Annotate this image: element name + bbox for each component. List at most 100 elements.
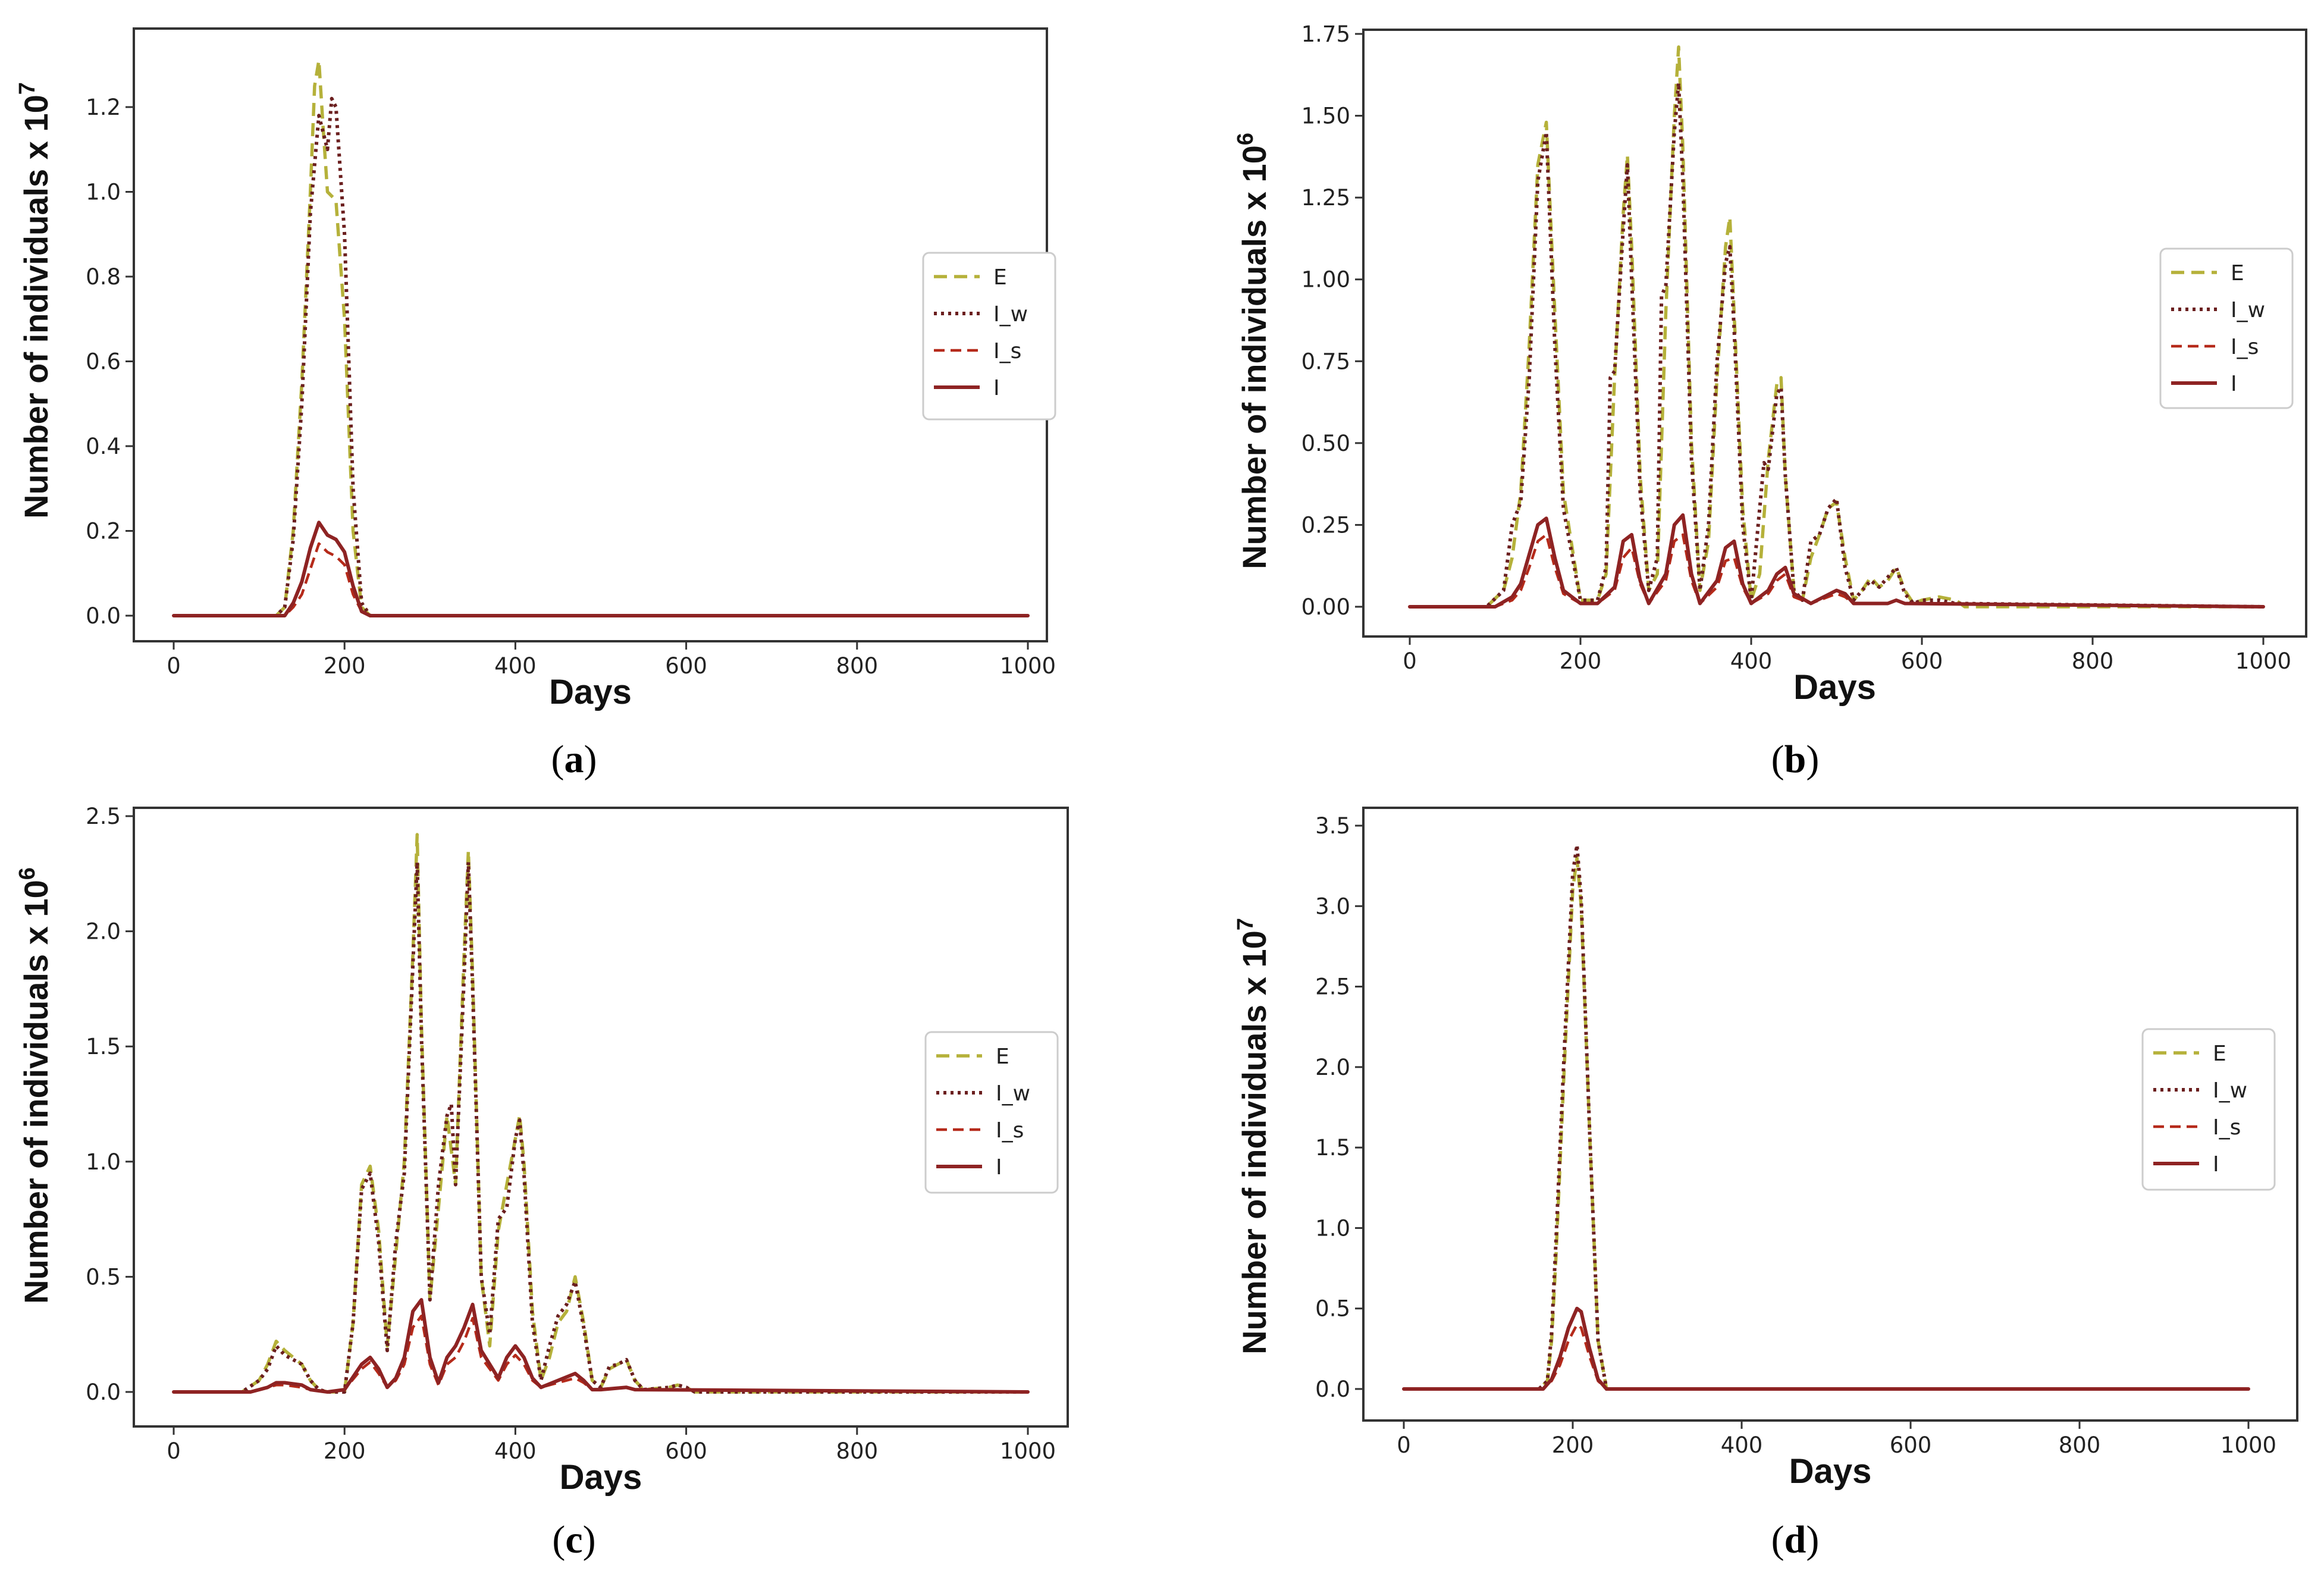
y-tick-label: 1.75 (1301, 21, 1350, 47)
panel-caption: (c) (552, 1518, 595, 1561)
legend-box (922, 252, 1056, 421)
legend-label: I (2231, 372, 2237, 396)
y-tick-label: 0.5 (86, 1264, 121, 1290)
y-tick-label: 0.0 (86, 1379, 121, 1405)
y-tick-label: 0.25 (1301, 512, 1350, 538)
legend-label: I_w (993, 302, 1028, 327)
y-tick-label: 0.8 (86, 264, 121, 290)
y-axis-label: Number of individuals x 107 (1233, 918, 1273, 1354)
y-tick-label: 0.75 (1301, 349, 1350, 374)
y-axis-scale-exponent: 7 (15, 82, 40, 95)
series-group (172, 58, 1030, 617)
y-axis-label-text: Number of individuals (17, 159, 55, 519)
series-line-i (172, 1298, 1030, 1394)
y-tick-label: 1.5 (86, 1034, 121, 1059)
chart-panel-c: 0 200 400 600 800 1000 0.0 0.5 1.0 1.5 2.0 2.5 Days N… (15, 804, 1069, 1561)
x-tick-label: 400 (1730, 648, 1773, 674)
legend: E I_w I_s I (924, 1031, 1059, 1194)
series-line-i-w (1404, 843, 2248, 1391)
x-tick-label: 600 (665, 1438, 707, 1464)
legend-label: I_s (2231, 335, 2259, 359)
x-tick-label: 0 (167, 1438, 181, 1464)
legend: E I_w I_s I (922, 252, 1056, 421)
x-axis-label: Days (560, 1458, 642, 1497)
plot-frame (133, 807, 1069, 1428)
legend-label: I (2213, 1152, 2219, 1177)
legend-box (924, 1031, 1059, 1194)
y-axis-label: Number of individuals x 106 (15, 867, 55, 1304)
legend-label: I_w (2213, 1078, 2247, 1103)
y-tick-label: 1.50 (1301, 104, 1350, 129)
x-tick-label: 1000 (1000, 1438, 1056, 1464)
x-tick-label: 1000 (2220, 1432, 2276, 1458)
chart-panel-a: 0 200 400 600 800 1000 0.0 0.2 0.4 0.6 0.8 1.0 1.2 Da… (15, 27, 1056, 781)
y-tick-label: 0.4 (86, 434, 121, 459)
x-tick-label: 800 (836, 653, 878, 679)
y-axis-label: Number of individuals x 106 (1233, 133, 1273, 569)
legend-label: E (2213, 1042, 2226, 1066)
panel-caption: (d) (1771, 1518, 1820, 1561)
legend-label: I_w (2231, 298, 2265, 322)
y-tick-label: 2.5 (1315, 974, 1350, 1000)
y-tick-label: 1.0 (86, 180, 121, 205)
y-tick-label: 1.0 (86, 1149, 121, 1175)
legend: E I_w I_s I (2141, 1028, 2276, 1191)
y-tick-label: 2.0 (86, 919, 121, 945)
y-axis-scale-exponent: 6 (1233, 133, 1258, 145)
chart-panel-b: 0 200 400 600 800 1000 0.00 0.25 0.50 0.75 1.00 1.2… (1233, 21, 2307, 781)
legend-box (2159, 247, 2294, 409)
panel-caption: (a) (551, 738, 597, 781)
legend-label: I_s (993, 339, 1021, 363)
x-tick-label: 1000 (2235, 648, 2291, 674)
panel-caption: (b) (1771, 738, 1820, 781)
legend-label: I (996, 1155, 1002, 1180)
legend-label: I (993, 376, 1000, 400)
series-group (1408, 45, 2265, 609)
x-tick-label: 200 (1560, 648, 1602, 674)
x-tick-label: 1000 (1000, 653, 1056, 679)
x-axis-label: Days (1793, 668, 1876, 707)
x-tick-label: 200 (1552, 1432, 1594, 1458)
series-line-i-w (174, 96, 1028, 617)
y-tick-label: 0.5 (1315, 1296, 1350, 1322)
series-line-i (1402, 1306, 2250, 1391)
y-tick-label: 0.0 (1315, 1376, 1350, 1402)
chart-panel-d: 0 200 400 600 800 1000 0.0 0.5 1.0 1.5 2.0 2.5 3.0 3.… (1233, 807, 2298, 1561)
y-tick-label: 1.00 (1301, 267, 1350, 293)
series-line-i (1408, 513, 2265, 609)
y-axis-label-text: Number of individuals (17, 945, 55, 1304)
y-tick-label: 1.25 (1301, 185, 1350, 211)
legend-label: E (993, 265, 1007, 290)
x-axis-label: Days (549, 673, 632, 711)
x-tick-label: 400 (494, 653, 537, 679)
plot-frame (133, 27, 1048, 642)
y-axis-scale-exponent: 7 (1233, 918, 1258, 930)
y-tick-label: 3.5 (1315, 813, 1350, 839)
y-tick-label: 0.0 (86, 603, 121, 629)
x-tick-label: 600 (1890, 1432, 1932, 1458)
legend-label: E (2231, 261, 2244, 286)
y-tick-label: 1.2 (86, 95, 121, 120)
y-axis-label-text: Number of individuals (1235, 210, 1273, 569)
x-tick-label: 0 (1403, 648, 1417, 674)
y-axis-label: Number of individuals x 107 (15, 82, 55, 519)
y-tick-label: 0.50 (1301, 431, 1350, 456)
y-tick-label: 3.0 (1315, 893, 1350, 919)
plot-frame (1362, 29, 2307, 638)
y-axis-label-text: Number of individuals (1235, 995, 1273, 1354)
x-tick-label: 200 (324, 653, 366, 679)
y-tick-label: 2.0 (1315, 1055, 1350, 1080)
y-tick-label: 0.6 (86, 349, 121, 375)
x-tick-label: 400 (494, 1438, 537, 1464)
series-line-i-w (1410, 81, 2264, 609)
x-tick-label: 0 (1397, 1432, 1411, 1458)
x-tick-label: 200 (324, 1438, 366, 1464)
plot-frame (1362, 807, 2298, 1422)
series-line-i (172, 520, 1030, 617)
y-tick-label: 2.5 (86, 804, 121, 829)
legend-box (2141, 1028, 2276, 1191)
y-axis-scale-exponent: 6 (15, 867, 40, 880)
legend: E I_w I_s I (2159, 247, 2294, 409)
y-tick-label: 0.00 (1301, 594, 1350, 620)
